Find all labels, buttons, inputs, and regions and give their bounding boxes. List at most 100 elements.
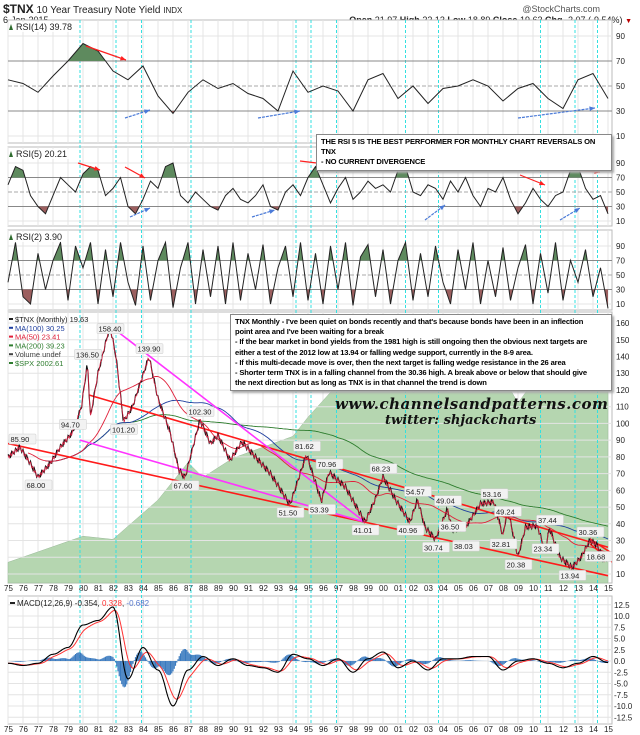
price-label-box — [438, 521, 467, 532]
macd-x-tick: 85 — [154, 725, 163, 734]
price-label-box — [480, 488, 509, 500]
arrow-head-icon — [589, 106, 595, 112]
macd-x-tick: 03 — [424, 725, 433, 734]
divergence-arrow — [85, 45, 127, 61]
wedge-trendline — [88, 394, 609, 548]
brand-logo: @StockCharts.com — [522, 4, 600, 14]
price-label: 49.24 — [496, 507, 515, 516]
price-x-tick: 01 — [394, 584, 403, 593]
price-x-tick: 05 — [454, 584, 463, 593]
instrument-name: 10 Year Treasury Note Yield — [36, 5, 161, 16]
rsi-y-tick: 30 — [616, 203, 625, 212]
price-x-tick: 93 — [274, 584, 283, 593]
price-label-box — [504, 559, 533, 570]
macd-legend-value: -0.682 — [126, 599, 149, 608]
macd-y-tick: 12.5 — [614, 601, 630, 610]
macd-legend: MACD(12,26,9) -0.354, 0.328, -0.682 — [17, 599, 150, 608]
price-x-tick: 98 — [349, 584, 358, 593]
macd-legend-icon — [10, 602, 15, 604]
price-label-box — [584, 551, 613, 562]
price-x-tick: 86 — [169, 584, 178, 593]
price-x-tick: 85 — [154, 584, 163, 593]
price-label-box — [186, 406, 215, 417]
arrow-head-icon — [144, 109, 150, 114]
divergence-arrow — [517, 107, 596, 119]
price-x-tick: 84 — [139, 584, 148, 593]
rsi-legend-icon — [9, 234, 13, 240]
price-label-box — [110, 424, 138, 435]
macd-x-tick: 06 — [469, 725, 478, 734]
rsi-legend-bg — [16, 22, 75, 32]
price-legend-item: MA(200) 39.23 — [15, 341, 65, 350]
main-note-line: the next direction but as long as TNX is… — [235, 378, 487, 388]
price-label-box — [315, 458, 344, 470]
macd-x-tick: 75 — [4, 725, 13, 734]
macd-x-tick: 08 — [499, 725, 508, 734]
price-label: 30.36 — [579, 528, 598, 537]
macd-y-tick: -10.0 — [614, 702, 633, 711]
price-label-box — [369, 463, 398, 474]
macd-x-tick: 76 — [19, 725, 28, 734]
macd-x-tick: 00 — [379, 725, 388, 734]
price-x-tick: 80 — [79, 584, 88, 593]
symbol: $TNX — [3, 2, 34, 16]
price-x-tick: 96 — [319, 584, 328, 593]
price-y-tick: 80 — [616, 453, 625, 462]
twitter-watermark: twitter: shjackcharts — [385, 413, 537, 429]
price-label: 49.04 — [436, 497, 455, 506]
arrow-head-icon — [144, 208, 150, 213]
price-label-box — [59, 419, 87, 430]
price-x-tick: 07 — [484, 584, 493, 593]
price-label: 41.01 — [354, 526, 373, 535]
macd-x-tick: 80 — [79, 725, 88, 734]
legend-swatch-icon — [9, 318, 13, 320]
rsi5-note-line: THE RSI 5 IS THE BEST PERFORMER FOR MONT… — [321, 137, 596, 157]
price-y-tick: 150 — [616, 336, 630, 345]
rsi-y-tick: 10 — [616, 217, 625, 226]
arrow-head-icon — [120, 55, 126, 61]
macd-x-tick: 96 — [319, 725, 328, 734]
price-y-tick: 70 — [616, 470, 625, 479]
price-label-box — [494, 506, 522, 517]
rsi-y-tick: 90 — [616, 32, 625, 41]
rsi-over-fill — [83, 166, 91, 178]
price-label: 53.16 — [483, 490, 502, 499]
price-x-tick: 89 — [214, 584, 223, 593]
price-x-tick: 12 — [559, 584, 568, 593]
price-x-tick: 90 — [229, 584, 238, 593]
macd-x-tick: 01 — [394, 725, 403, 734]
macd-y-tick: 7.5 — [614, 623, 626, 632]
price-label-box — [308, 504, 336, 515]
macd-y-tick: -5.0 — [614, 680, 628, 689]
price-label-box — [276, 507, 305, 518]
arrow-head-icon — [574, 208, 580, 213]
macd-x-tick: 99 — [364, 725, 373, 734]
rsi-y-tick: 30 — [616, 107, 625, 116]
price-label-box — [452, 540, 480, 552]
price-x-tick: 83 — [124, 584, 133, 593]
macd-y-tick: -2.5 — [614, 668, 628, 677]
price-label-box — [96, 323, 125, 334]
ma200-line — [45, 414, 609, 527]
macd-x-tick: 97 — [334, 725, 343, 734]
price-label-box — [434, 495, 462, 506]
rsi-y-tick: 90 — [616, 159, 625, 168]
rsi-legend-icon — [9, 151, 13, 157]
price-legend-item: MA(50) 23.41 — [15, 333, 60, 342]
website-watermark: www.channelsandpatterns.com — [335, 395, 609, 414]
price-x-tick: 75 — [4, 584, 13, 593]
price-label: 51.50 — [279, 509, 298, 518]
price-label: 81.62 — [295, 442, 314, 451]
price-x-tick: 11 — [544, 584, 553, 593]
macd-x-tick: 10 — [529, 725, 538, 734]
price-legend-item: Volume undef — [15, 350, 62, 359]
macd-x-tick: 91 — [244, 725, 253, 734]
price-label-box — [351, 524, 380, 536]
macd-x-tick: 02 — [409, 725, 418, 734]
macd-x-tick: 78 — [49, 725, 58, 734]
macd-legend-value: , — [97, 599, 101, 608]
price-label-box — [558, 570, 587, 581]
rsi-line — [7, 162, 609, 215]
macd-x-tick: 79 — [64, 725, 73, 734]
price-x-tick: 13 — [574, 584, 583, 593]
